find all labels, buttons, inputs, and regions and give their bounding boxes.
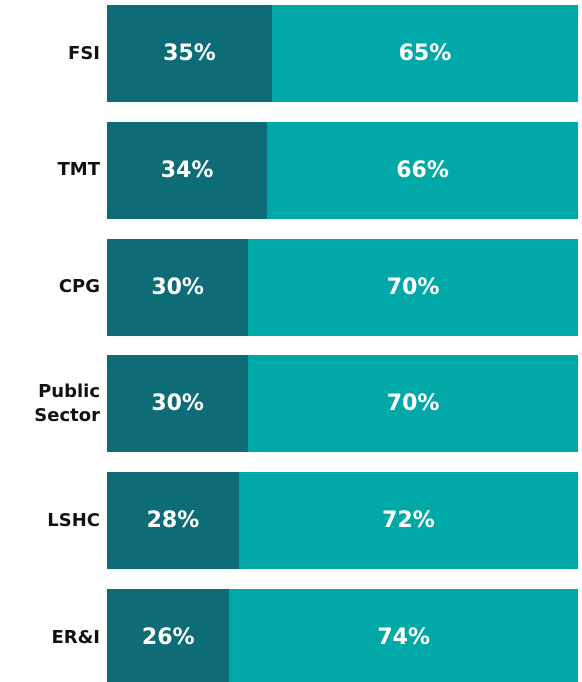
bar-segment: 70% bbox=[248, 355, 578, 453]
category-text: LSHC bbox=[47, 509, 100, 531]
category-text: ER&I bbox=[51, 626, 100, 648]
category-text: Public Sector bbox=[34, 380, 100, 426]
bar-segment: 28% bbox=[107, 472, 239, 570]
value-label: 70% bbox=[386, 274, 440, 300]
value-label: 70% bbox=[386, 391, 440, 417]
value-label: 66% bbox=[396, 157, 449, 183]
category-label: TMT bbox=[0, 122, 100, 219]
category-label: LSHC bbox=[0, 472, 100, 569]
bar-segment: 35% bbox=[107, 5, 272, 102]
value-label: 28% bbox=[146, 508, 200, 534]
bar-segment: 74% bbox=[229, 589, 578, 682]
bar-segment: 30% bbox=[107, 355, 249, 453]
category-text: TMT bbox=[57, 159, 100, 181]
category-label: FSI bbox=[0, 5, 100, 102]
category-label: ER&I bbox=[0, 589, 100, 682]
category-label: Public Sector bbox=[0, 355, 100, 452]
value-label: 30% bbox=[151, 274, 204, 300]
category-text: FSI bbox=[68, 42, 100, 64]
category-label: CPG bbox=[0, 239, 100, 336]
value-label: 34% bbox=[160, 157, 214, 183]
value-label: 72% bbox=[382, 508, 435, 534]
bar-segment: 72% bbox=[238, 472, 578, 570]
bar-segment: 26% bbox=[107, 589, 230, 682]
category-text: CPG bbox=[58, 276, 100, 298]
value-label: 65% bbox=[398, 41, 452, 66]
bar-segment: 65% bbox=[271, 5, 578, 102]
bar-segment: 70% bbox=[248, 238, 578, 336]
bar-segment: 34% bbox=[107, 121, 268, 219]
bar-segment: 30% bbox=[107, 238, 249, 336]
value-label: 74% bbox=[377, 625, 431, 650]
value-label: 30% bbox=[151, 391, 204, 417]
value-label: 26% bbox=[141, 625, 195, 650]
bar-segment: 66% bbox=[267, 121, 578, 219]
value-label: 35% bbox=[163, 41, 216, 66]
